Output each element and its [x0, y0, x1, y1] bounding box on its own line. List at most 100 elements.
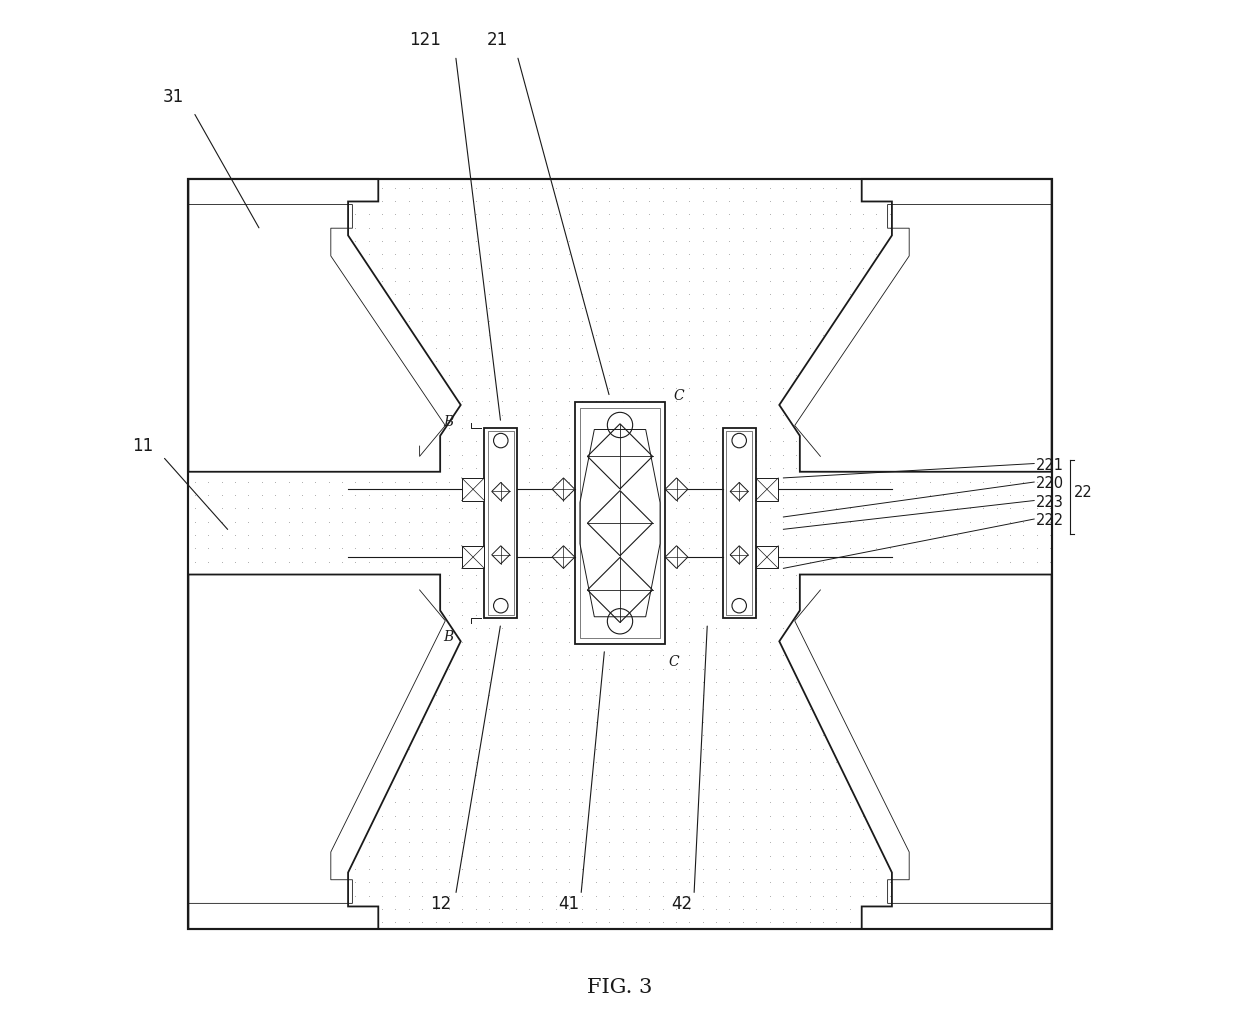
- Point: [412, 594, 432, 610]
- Point: [399, 206, 419, 223]
- Point: [226, 513, 246, 529]
- Point: [332, 406, 352, 423]
- Point: [587, 460, 606, 477]
- Point: [652, 259, 672, 276]
- Point: [973, 193, 993, 209]
- Point: [613, 206, 632, 223]
- Point: [786, 353, 806, 370]
- Point: [587, 580, 606, 597]
- Point: [546, 367, 565, 383]
- Point: [587, 847, 606, 864]
- Point: [425, 673, 445, 690]
- Point: [826, 807, 846, 824]
- Point: [626, 193, 646, 209]
- Point: [880, 513, 900, 529]
- Point: [425, 460, 445, 477]
- Point: [546, 714, 565, 730]
- Point: [358, 526, 378, 543]
- Point: [573, 553, 593, 570]
- Point: [492, 406, 512, 423]
- Point: [760, 807, 780, 824]
- Point: [346, 754, 366, 771]
- Point: [238, 259, 258, 276]
- Point: [265, 847, 285, 864]
- Point: [652, 646, 672, 663]
- Point: [265, 526, 285, 543]
- Point: [960, 179, 980, 196]
- Point: [666, 406, 686, 423]
- Point: [613, 741, 632, 757]
- Point: [319, 847, 339, 864]
- Point: [733, 914, 753, 930]
- Point: [934, 447, 954, 463]
- Point: [706, 380, 725, 397]
- Point: [386, 646, 405, 663]
- Point: [279, 634, 299, 651]
- Point: [680, 540, 699, 556]
- Point: [973, 393, 993, 409]
- Point: [466, 380, 486, 397]
- Point: [587, 340, 606, 356]
- Point: [973, 433, 993, 450]
- Point: [706, 727, 725, 744]
- Point: [453, 353, 472, 370]
- Point: [559, 179, 579, 196]
- Point: [466, 567, 486, 583]
- Point: [773, 513, 792, 529]
- Point: [666, 206, 686, 223]
- Point: [453, 646, 472, 663]
- Point: [346, 607, 366, 624]
- Point: [573, 433, 593, 450]
- Point: [1013, 473, 1033, 490]
- Point: [439, 607, 459, 624]
- Point: [960, 460, 980, 477]
- Point: [291, 367, 311, 383]
- Point: [786, 460, 806, 477]
- Point: [587, 594, 606, 610]
- Point: [279, 821, 299, 837]
- Point: [680, 780, 699, 797]
- Point: [1001, 660, 1021, 677]
- Point: [652, 393, 672, 409]
- Point: [305, 406, 325, 423]
- Point: [680, 326, 699, 343]
- Point: [839, 741, 859, 757]
- Point: [198, 821, 218, 837]
- Point: [867, 874, 887, 891]
- Point: [746, 754, 766, 771]
- Point: [238, 247, 258, 263]
- Point: [773, 353, 792, 370]
- Point: [746, 247, 766, 263]
- Point: [786, 874, 806, 891]
- Point: [946, 621, 966, 637]
- Point: [934, 299, 954, 316]
- Point: [880, 821, 900, 837]
- Point: [640, 900, 660, 917]
- Point: [960, 393, 980, 409]
- Point: [626, 393, 646, 409]
- Point: [1040, 888, 1060, 904]
- Point: [198, 326, 218, 343]
- Point: [760, 406, 780, 423]
- Point: [559, 447, 579, 463]
- Point: [1027, 233, 1047, 250]
- Point: [652, 767, 672, 783]
- Point: [492, 807, 512, 824]
- Point: [212, 433, 232, 450]
- Point: [706, 553, 725, 570]
- Point: [372, 687, 392, 703]
- Point: [252, 460, 272, 477]
- Point: [613, 299, 632, 316]
- Point: [973, 673, 993, 690]
- Point: [319, 567, 339, 583]
- Point: [613, 393, 632, 409]
- Point: [640, 687, 660, 703]
- Point: [238, 286, 258, 303]
- Point: [492, 580, 512, 597]
- Point: [466, 500, 486, 517]
- Point: [238, 500, 258, 517]
- Point: [226, 193, 246, 209]
- Point: [934, 380, 954, 397]
- Point: [532, 233, 552, 250]
- Point: [587, 634, 606, 651]
